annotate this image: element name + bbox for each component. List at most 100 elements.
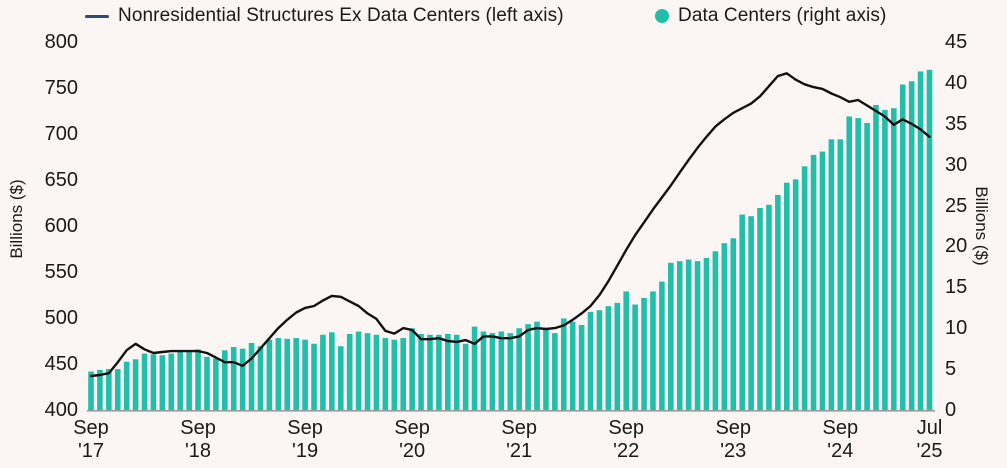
y-tick-label-right: 35 [945,112,968,135]
data-centers-bar [445,333,451,410]
y-tick-label-left: 500 [44,307,78,329]
data-centers-bar [792,179,799,410]
plot-area [87,69,935,412]
nonresidential-structures-line [89,72,931,378]
data-centers-bar [346,333,353,410]
data-centers-bar [730,238,737,410]
x-tick-month: Sep [394,417,430,439]
legend-bar-label: Data Centers (right axis) [678,5,887,26]
data-centers-bar [864,122,870,411]
data-centers-bar [382,338,389,410]
data-centers-bar [596,310,603,410]
x-tick-year: '25 [916,440,943,462]
data-centers-bar [230,347,237,410]
data-centers-bar [266,339,273,410]
data-centers-bar [213,358,219,410]
data-centers-bar [623,291,630,410]
legend-item-bar-series: Data Centers (right axis) [655,5,886,27]
x-tick-month: Jul [916,417,943,439]
x-tick-year: '23 [720,440,747,462]
legend-line-label: Nonresidential Structures Ex Data Center… [118,5,564,26]
data-centers-bar [275,338,282,410]
data-centers-bar [239,348,246,410]
data-centers-bar [400,338,407,410]
data-centers-bar [917,71,924,410]
y-tick-label-left: 450 [44,353,78,375]
data-centers-bar [810,154,817,410]
x-tick-year: '21 [506,440,533,462]
data-centers-bar [587,311,594,410]
data-centers-bar [355,331,362,410]
data-centers-bar [480,331,487,410]
data-centers-bar [373,334,380,410]
legend-bar-dot-icon [655,9,669,23]
data-centers-bar [721,243,728,410]
x-tick-month: Sep [501,417,537,439]
data-centers-bar [427,334,433,410]
y-tick-label-left: 800 [44,31,78,53]
data-centers-bar [775,194,781,410]
y-tick-label-left: 700 [44,123,78,145]
x-tick-year: '24 [827,440,854,462]
data-centers-bar [418,333,424,410]
y-tick-label-right: 5 [945,358,957,381]
data-centers-bar [177,351,183,410]
y-tick-label-right: 0 [945,399,957,421]
data-centers-bar [141,353,148,410]
data-centers-bar [106,369,112,410]
data-centers-bar [88,371,94,410]
data-centers-bar [641,297,647,410]
data-centers-bar [159,355,166,410]
data-centers-bar [150,354,157,410]
data-centers-bar [525,324,531,410]
y-tick-label-left: 600 [44,215,78,237]
x-tick-label: Sep '17 [46,417,136,463]
data-centers-bar [739,214,745,410]
data-centers-bar [462,343,469,410]
right-axis-title: Billions ($) [972,186,991,266]
data-centers-bar [471,326,478,410]
x-tick-label: Sep '18 [153,417,243,463]
data-centers-bar [337,346,344,410]
x-tick-year: '19 [292,440,319,462]
data-centers-bar [453,334,460,410]
data-centers-bar [837,139,844,410]
y-tick-label-left: 650 [44,169,78,191]
x-tick-month: Sep [822,417,859,439]
data-centers-bar [302,339,308,410]
data-centers-bar [659,281,665,410]
data-centers-bar [605,306,612,410]
x-tick-label: Sep '21 [474,417,564,463]
data-centers-bar [632,304,638,410]
data-centers-bar [543,329,549,410]
data-centers-bar [534,321,540,410]
x-tick-year: '18 [184,440,212,462]
data-centers-bar [578,324,585,410]
x-tick-month: Sep [608,417,644,439]
data-centers-bar [123,361,130,410]
y-tick-label-left: 750 [44,77,78,99]
data-centers-bar [204,356,210,410]
y-tick-label-right: 15 [945,276,968,299]
data-centers-bar [783,182,790,410]
data-centers-bar [855,118,861,411]
data-centers-bar [257,346,264,410]
data-centers-bar [668,262,674,410]
data-centers-bar [873,104,879,410]
data-centers-bar [516,328,522,410]
data-centers-bar [819,151,826,410]
x-tick-month: Sep [180,417,216,439]
data-centers-bar [712,251,719,410]
x-tick-label: Sep '23 [688,417,778,463]
data-centers-bar [748,216,754,410]
y-tick-label-left: 400 [44,399,78,421]
x-tick-label: Sep '24 [795,417,885,463]
y-tick-label-left: 550 [44,261,78,283]
data-centers-bar [498,331,505,410]
x-tick-label: Sep '22 [581,417,671,463]
data-centers-bar [891,108,897,411]
y-tick-label-right: 10 [945,317,968,340]
data-centers-bar [908,81,915,410]
data-centers-bar [703,257,710,410]
